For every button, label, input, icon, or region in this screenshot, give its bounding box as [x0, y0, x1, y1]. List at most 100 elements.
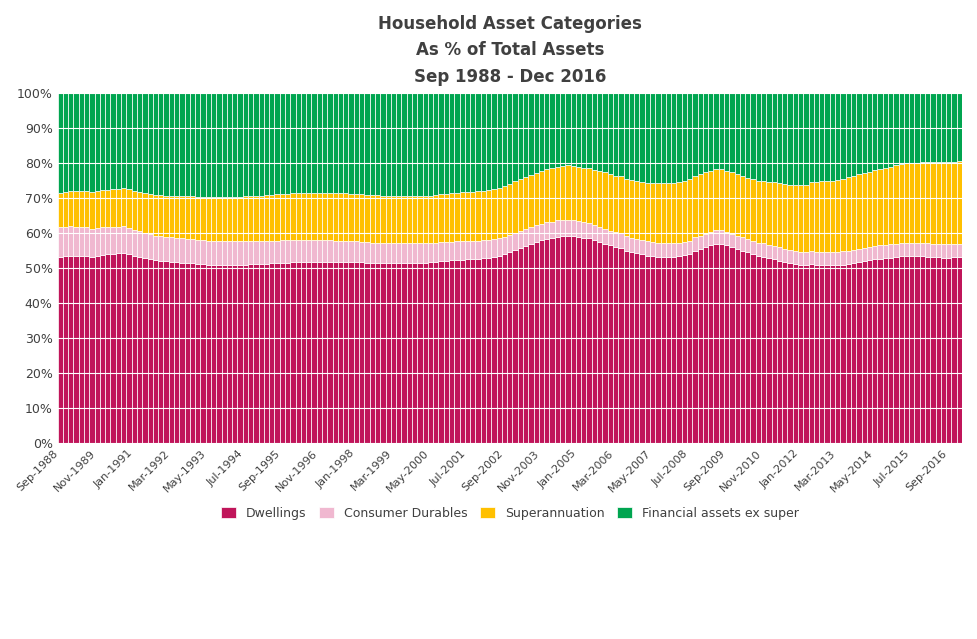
- Bar: [825, 93, 829, 181]
- Bar: [919, 162, 925, 243]
- Bar: [143, 93, 148, 193]
- Bar: [639, 93, 645, 182]
- Bar: [809, 251, 814, 265]
- Bar: [296, 93, 301, 193]
- Bar: [195, 93, 200, 197]
- Bar: [904, 256, 910, 443]
- Bar: [68, 93, 73, 192]
- Bar: [375, 196, 380, 243]
- Bar: [279, 194, 285, 240]
- Bar: [296, 193, 301, 240]
- Bar: [613, 247, 618, 443]
- Bar: [332, 194, 338, 241]
- Bar: [137, 93, 143, 192]
- Bar: [332, 262, 338, 443]
- Bar: [491, 189, 496, 240]
- Bar: [862, 173, 867, 248]
- Bar: [248, 242, 253, 265]
- Bar: [95, 192, 100, 228]
- Bar: [179, 93, 185, 196]
- Bar: [555, 167, 560, 220]
- Bar: [327, 262, 332, 443]
- Bar: [428, 196, 433, 243]
- Bar: [555, 236, 560, 443]
- Bar: [910, 93, 914, 163]
- Bar: [787, 263, 792, 443]
- Bar: [629, 93, 634, 180]
- Bar: [163, 93, 169, 196]
- Bar: [106, 190, 110, 227]
- Bar: [766, 245, 772, 258]
- Bar: [380, 263, 386, 443]
- Bar: [676, 93, 682, 181]
- Bar: [893, 243, 899, 257]
- Bar: [322, 262, 327, 443]
- Bar: [549, 168, 555, 222]
- Bar: [750, 254, 756, 443]
- Bar: [533, 93, 539, 173]
- Bar: [665, 93, 671, 183]
- Bar: [772, 259, 777, 443]
- Bar: [206, 93, 211, 197]
- Bar: [121, 93, 126, 188]
- Bar: [835, 252, 840, 265]
- Bar: [200, 93, 206, 197]
- Bar: [750, 93, 756, 180]
- Bar: [148, 93, 152, 194]
- Bar: [814, 265, 819, 443]
- Bar: [835, 180, 840, 252]
- Bar: [422, 93, 428, 196]
- Bar: [237, 242, 242, 265]
- Bar: [132, 230, 137, 256]
- Bar: [941, 93, 946, 162]
- Bar: [603, 93, 608, 173]
- Bar: [888, 167, 893, 244]
- Bar: [708, 232, 713, 245]
- Bar: [343, 241, 349, 262]
- Bar: [549, 93, 555, 168]
- Bar: [110, 227, 116, 254]
- Bar: [227, 93, 233, 197]
- Bar: [941, 244, 946, 258]
- Bar: [486, 240, 491, 258]
- Bar: [502, 254, 507, 443]
- Bar: [783, 93, 787, 184]
- Bar: [68, 256, 73, 443]
- Bar: [856, 262, 862, 443]
- Bar: [163, 261, 169, 443]
- Bar: [412, 243, 417, 263]
- Bar: [459, 192, 465, 242]
- Bar: [306, 262, 312, 443]
- Bar: [402, 263, 406, 443]
- Bar: [428, 93, 433, 196]
- Bar: [349, 242, 354, 262]
- Bar: [242, 242, 248, 265]
- Bar: [650, 256, 656, 443]
- Bar: [439, 242, 444, 261]
- Bar: [682, 255, 687, 443]
- Bar: [380, 93, 386, 196]
- Bar: [116, 227, 121, 254]
- Bar: [772, 246, 777, 259]
- Bar: [486, 258, 491, 443]
- Bar: [364, 195, 369, 242]
- Bar: [190, 240, 195, 263]
- Bar: [623, 236, 629, 250]
- Bar: [406, 196, 412, 243]
- Bar: [433, 262, 439, 443]
- Bar: [179, 238, 185, 263]
- Bar: [846, 178, 851, 250]
- Bar: [444, 93, 449, 194]
- Bar: [608, 174, 613, 231]
- Bar: [575, 93, 581, 167]
- Bar: [174, 196, 179, 238]
- Bar: [211, 93, 216, 197]
- Bar: [253, 196, 259, 242]
- Bar: [233, 93, 237, 197]
- Bar: [338, 241, 343, 262]
- Bar: [406, 263, 412, 443]
- Bar: [761, 257, 766, 443]
- Bar: [634, 254, 639, 443]
- Bar: [623, 250, 629, 443]
- Bar: [100, 93, 106, 190]
